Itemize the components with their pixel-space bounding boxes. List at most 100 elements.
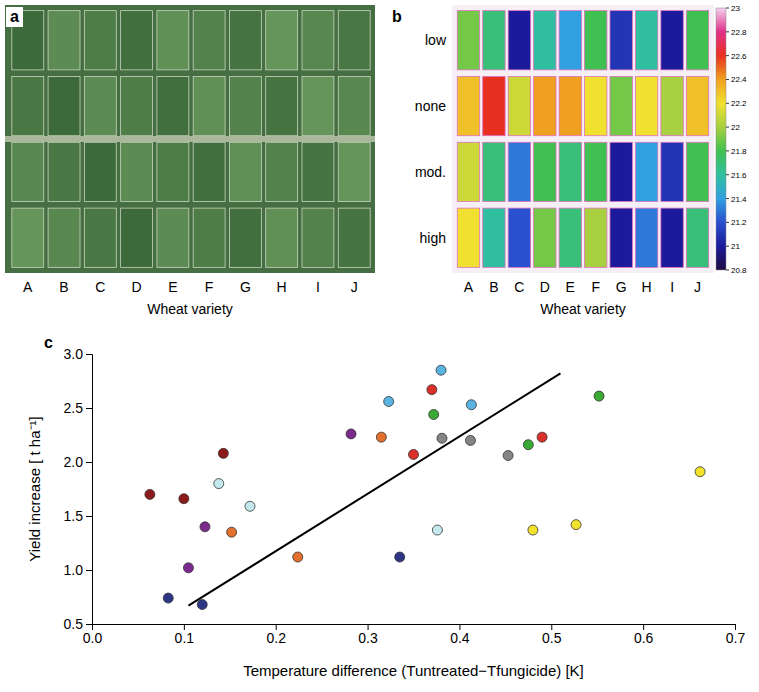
column-label: F	[591, 279, 600, 295]
x-tick: 0.7	[726, 624, 746, 646]
field-plot	[157, 208, 189, 267]
x-tick-label: 0.6	[634, 630, 654, 646]
field-plot	[12, 208, 44, 267]
column-label: H	[642, 279, 652, 295]
column-label: C	[95, 279, 105, 295]
scatter-point	[537, 432, 547, 442]
heatmap-cell	[686, 76, 708, 135]
field-plot	[266, 208, 298, 267]
colorbar-tick	[726, 246, 729, 247]
heatmap-cell	[508, 76, 530, 135]
field-plot	[302, 76, 334, 135]
scatter-point	[183, 563, 193, 573]
colorbar-tick-label: 22.4	[731, 75, 747, 84]
heatmap-cell	[661, 142, 683, 201]
y-tick-label: 2.5	[64, 400, 84, 416]
scatter-point	[427, 385, 437, 395]
colorbar-tick-label: 21.2	[731, 218, 747, 227]
heatmap-cell	[534, 76, 556, 135]
image-ground	[452, 5, 714, 273]
heatmap-cell	[661, 11, 683, 70]
x-tick-label: 0.3	[358, 630, 378, 646]
x-tick-label: 0.4	[450, 630, 470, 646]
heatmap-cell	[508, 208, 530, 267]
heatmap-cell	[508, 11, 530, 70]
image-ground	[5, 5, 375, 273]
row-label: mod.	[415, 164, 446, 180]
x-tick: 0.0	[83, 624, 103, 646]
scatter-point	[465, 435, 475, 445]
heatmap-cell	[585, 76, 607, 135]
field-plot	[266, 142, 298, 201]
heatmap-cell	[610, 142, 632, 201]
x-tick-label: 0.0	[83, 630, 103, 646]
x-axis-title: Temperature difference (Tuntreated−Tfung…	[243, 662, 584, 679]
colorbar-tick	[726, 174, 729, 175]
column-label: C	[514, 279, 524, 295]
colorbar-tick-label: 22.6	[731, 52, 747, 61]
panel-letter-ground	[388, 7, 405, 27]
y-axis-title: Yield increase [ t ha⁻¹]	[26, 416, 43, 561]
heatmap-cell	[559, 208, 581, 267]
y-tick: 2.0	[64, 454, 92, 470]
heatmap-cell	[610, 76, 632, 135]
column-label: A	[464, 279, 474, 295]
y-tick-label: 2.0	[64, 454, 84, 470]
y-tick-label: 3.0	[64, 346, 84, 362]
colorbar-tick	[726, 127, 729, 128]
field-plot	[193, 142, 225, 201]
figure: ABCDEFGHIJWheat varietyalownonemod.highA…	[0, 0, 759, 692]
x-tick-label: 0.7	[726, 630, 746, 646]
scatter-point	[145, 489, 155, 499]
panel-letter: c	[44, 334, 53, 351]
field-plot	[84, 76, 116, 135]
y-tick: 0.5	[64, 616, 92, 632]
colorbar-tick	[726, 31, 729, 32]
y-tick-label: 1.0	[64, 562, 84, 578]
colorbar-tick	[726, 8, 729, 9]
heatmap-cell	[635, 11, 657, 70]
colorbar-tick	[726, 103, 729, 104]
scatter-point	[695, 467, 705, 477]
colorbar-tick	[726, 150, 729, 151]
field-plot	[193, 208, 225, 267]
field-plot	[302, 142, 334, 201]
colorbar-tick-label: 23	[731, 4, 740, 13]
field-plot	[157, 142, 189, 201]
y-tick-label: 0.5	[64, 616, 84, 632]
y-tick: 2.5	[64, 400, 92, 416]
scatter-point	[503, 451, 513, 461]
column-label: G	[616, 279, 627, 295]
image-strip	[5, 136, 375, 142]
colorbar-tick-label: 22	[731, 123, 740, 132]
heatmap-cell	[585, 208, 607, 267]
heatmap-cells	[457, 11, 708, 268]
colorbar-tick	[726, 198, 729, 199]
scatter-point	[376, 432, 386, 442]
column-label: D	[132, 279, 142, 295]
heatmap-cell	[661, 208, 683, 267]
scatter-point	[432, 525, 442, 535]
x-axis-title: Wheat variety	[147, 301, 233, 317]
field-plot	[48, 76, 80, 135]
column-label: J	[694, 279, 701, 295]
y-tick-mark	[86, 570, 92, 571]
y-axis-line	[86, 355, 93, 625]
heatmap-cell	[483, 208, 505, 267]
heatmap-cell	[559, 142, 581, 201]
scatter-point	[346, 429, 356, 439]
x-tick-label: 0.5	[542, 630, 562, 646]
y-axis: 0.51.01.52.02.53.0	[64, 346, 93, 632]
heatmap-cell	[686, 11, 708, 70]
heatmap-cell	[585, 11, 607, 70]
heatmap-cell	[534, 142, 556, 201]
colorbar-tick-label: 21.4	[731, 195, 747, 204]
field-plot	[229, 11, 261, 70]
heatmap-cell	[457, 76, 479, 135]
heatmap-cell	[483, 11, 505, 70]
colorbar-tick-label: 21.6	[731, 171, 747, 180]
panel-letter-ground	[40, 333, 57, 353]
column-label: H	[277, 279, 287, 295]
field-plot	[48, 11, 80, 70]
field-plot	[338, 11, 370, 70]
